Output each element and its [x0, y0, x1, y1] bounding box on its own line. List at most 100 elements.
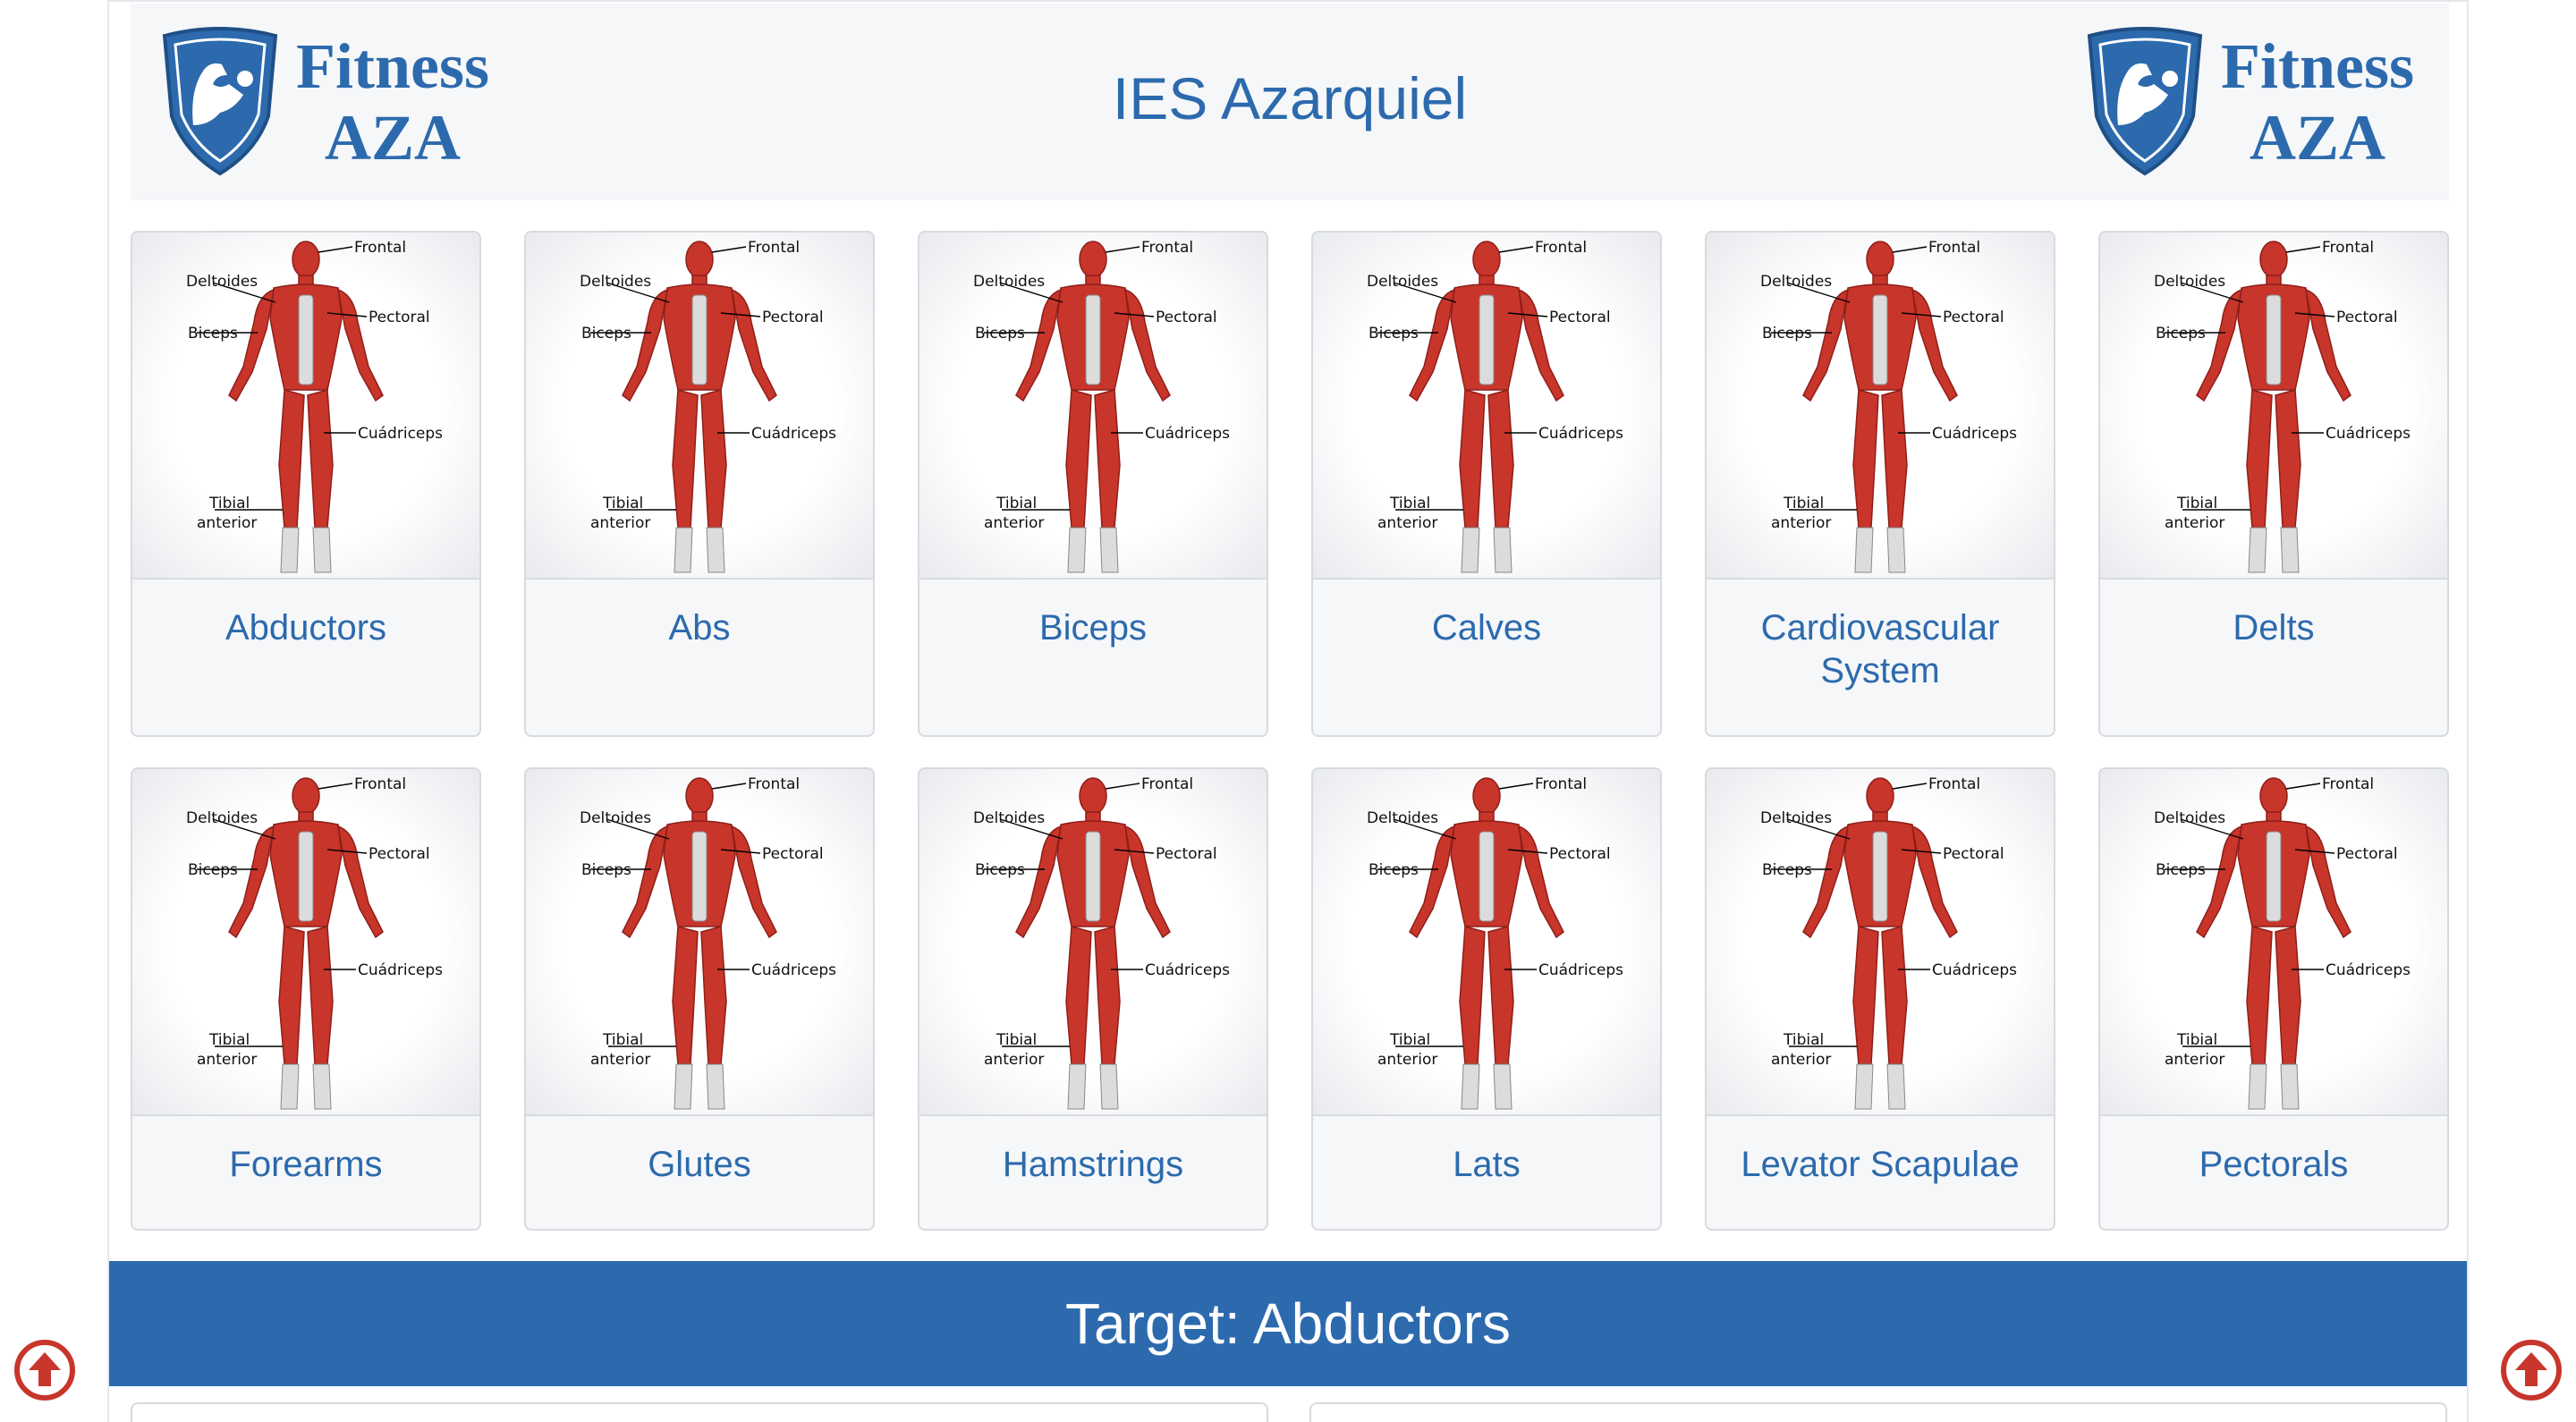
muscle-card[interactable]: Frontal Deltoides Pectoral Biceps Cuádriceps…: [1705, 231, 2055, 737]
svg-text:Deltoides: Deltoides: [2154, 809, 2225, 827]
muscle-diagram: Frontal Deltoides Pectoral Biceps Cuádriceps…: [526, 769, 873, 1116]
svg-text:Biceps: Biceps: [975, 325, 1025, 343]
svg-text:Biceps: Biceps: [975, 861, 1025, 879]
anatomy-figure-icon: Frontal Deltoides Pectoral Biceps Cuádriceps…: [973, 775, 1230, 1110]
muscle-card-label: Hamstrings: [1002, 1145, 1184, 1184]
svg-text:anterior: anterior: [984, 1051, 1044, 1069]
svg-text:Tibial: Tibial: [1783, 495, 1824, 512]
svg-text:anterior: anterior: [1771, 1051, 1831, 1069]
svg-text:anterior: anterior: [2165, 1051, 2224, 1069]
muscle-diagram: Frontal Deltoides Pectoral Biceps Cuádriceps…: [1707, 233, 2054, 580]
muscle-card[interactable]: Frontal Deltoides Pectoral Biceps Cuádriceps…: [918, 767, 1268, 1231]
site-header: Fitness AZA IES Azarquiel Fitness AZA: [131, 4, 2449, 200]
logo-text-aza: AZA: [324, 102, 461, 174]
muscle-card-label: Cardiovascular System: [1760, 608, 2000, 690]
svg-text:Tibial: Tibial: [996, 1031, 1037, 1049]
svg-text:Deltoides: Deltoides: [186, 273, 258, 291]
svg-text:anterior: anterior: [197, 514, 257, 532]
svg-text:Tibial: Tibial: [208, 1031, 250, 1049]
svg-text:Deltoides: Deltoides: [1367, 273, 1438, 291]
svg-text:Deltoides: Deltoides: [1367, 809, 1438, 827]
anatomy-figure-icon: Frontal Deltoides Pectoral Biceps Cuádriceps…: [186, 775, 443, 1110]
exercise-card[interactable]: [1309, 1402, 2447, 1422]
muscle-card[interactable]: Frontal Deltoides Pectoral Biceps Cuádriceps…: [131, 231, 481, 737]
logo-text-fitness: Fitness: [2221, 30, 2414, 102]
svg-text:Frontal: Frontal: [354, 239, 406, 257]
muscle-card[interactable]: Frontal Deltoides Pectoral Biceps Cuádriceps…: [2098, 231, 2449, 737]
svg-text:Cuádriceps: Cuádriceps: [2326, 961, 2411, 979]
svg-text:Frontal: Frontal: [1535, 239, 1587, 257]
muscle-card[interactable]: Frontal Deltoides Pectoral Biceps Cuádriceps…: [524, 767, 875, 1231]
svg-text:Frontal: Frontal: [1928, 775, 1980, 793]
muscle-diagram: Frontal Deltoides Pectoral Biceps Cuádriceps…: [1313, 233, 1660, 580]
svg-text:Biceps: Biceps: [1368, 861, 1419, 879]
anatomy-figure-icon: Frontal Deltoides Pectoral Biceps Cuádriceps…: [973, 239, 1230, 573]
muscle-card[interactable]: Frontal Deltoides Pectoral Biceps Cuádriceps…: [131, 767, 481, 1231]
muscle-diagram: Frontal Deltoides Pectoral Biceps Cuádriceps…: [1313, 769, 1660, 1116]
svg-text:Frontal: Frontal: [2322, 239, 2374, 257]
anatomy-figure-icon: Frontal Deltoides Pectoral Biceps Cuádriceps…: [186, 239, 443, 573]
svg-text:Tibial: Tibial: [2176, 495, 2217, 512]
svg-text:Tibial: Tibial: [208, 495, 250, 512]
anatomy-figure-icon: Frontal Deltoides Pectoral Biceps Cuádriceps…: [2154, 775, 2411, 1110]
muscle-card-label: Pectorals: [2199, 1145, 2349, 1184]
exercise-card[interactable]: [131, 1402, 1268, 1422]
muscle-card[interactable]: Frontal Deltoides Pectoral Biceps Cuádriceps…: [1705, 767, 2055, 1231]
svg-text:Deltoides: Deltoides: [1760, 273, 1832, 291]
svg-text:Deltoides: Deltoides: [580, 273, 651, 291]
svg-text:Biceps: Biceps: [581, 325, 631, 343]
svg-text:Cuádriceps: Cuádriceps: [2326, 425, 2411, 443]
muscle-diagram: Frontal Deltoides Pectoral Biceps Cuádriceps…: [2100, 769, 2447, 1116]
svg-text:Pectoral: Pectoral: [762, 309, 824, 326]
svg-text:Pectoral: Pectoral: [1943, 845, 2004, 863]
logo-text-aza: AZA: [2249, 102, 2385, 174]
svg-text:Biceps: Biceps: [2156, 325, 2206, 343]
muscle-card[interactable]: Frontal Deltoides Pectoral Biceps Cuádriceps…: [1311, 231, 1662, 737]
anatomy-figure-icon: Frontal Deltoides Pectoral Biceps Cuádriceps…: [1760, 239, 2017, 573]
svg-text:anterior: anterior: [197, 1051, 257, 1069]
svg-text:Pectoral: Pectoral: [1943, 309, 2004, 326]
anatomy-figure-icon: Frontal Deltoides Pectoral Biceps Cuádriceps…: [1367, 239, 1623, 573]
anatomy-figure-icon: Frontal Deltoides Pectoral Biceps Cuádriceps…: [1367, 775, 1623, 1110]
anatomy-figure-icon: Frontal Deltoides Pectoral Biceps Cuádriceps…: [2154, 239, 2411, 573]
arrow-up-circle-icon[interactable]: [2499, 1338, 2563, 1402]
muscle-diagram: Frontal Deltoides Pectoral Biceps Cuádriceps…: [1707, 769, 2054, 1116]
svg-text:Biceps: Biceps: [2156, 861, 2206, 879]
svg-text:anterior: anterior: [1377, 1051, 1437, 1069]
svg-text:Pectoral: Pectoral: [1156, 309, 1217, 326]
site-title: IES Azarquiel: [1112, 65, 1468, 131]
muscle-card[interactable]: Frontal Deltoides Pectoral Biceps Cuádriceps…: [524, 231, 875, 737]
muscle-card-label: Abductors: [225, 608, 387, 648]
svg-text:anterior: anterior: [590, 514, 650, 532]
muscle-card-label: Lats: [1453, 1145, 1521, 1184]
svg-text:anterior: anterior: [590, 1051, 650, 1069]
svg-text:Pectoral: Pectoral: [369, 309, 430, 326]
svg-text:Cuádriceps: Cuádriceps: [1932, 961, 2017, 979]
muscle-card[interactable]: Frontal Deltoides Pectoral Biceps Cuádriceps…: [2098, 767, 2449, 1231]
svg-text:Frontal: Frontal: [748, 775, 800, 793]
svg-text:Pectoral: Pectoral: [369, 845, 430, 863]
logo-right[interactable]: Fitness AZA: [2082, 27, 2422, 179]
svg-text:Frontal: Frontal: [748, 239, 800, 257]
muscle-diagram: Frontal Deltoides Pectoral Biceps Cuádriceps…: [132, 233, 479, 580]
svg-text:Deltoides: Deltoides: [186, 809, 258, 827]
svg-text:Biceps: Biceps: [188, 861, 238, 879]
arrow-up-circle-icon[interactable]: [13, 1338, 77, 1402]
page: Fitness AZA IES Azarquiel Fitness AZA Fr…: [107, 0, 2469, 1422]
svg-text:Frontal: Frontal: [354, 775, 406, 793]
muscle-card[interactable]: Frontal Deltoides Pectoral Biceps Cuádriceps…: [918, 231, 1268, 737]
svg-text:Cuádriceps: Cuádriceps: [1145, 425, 1230, 443]
svg-text:Cuádriceps: Cuádriceps: [358, 961, 443, 979]
svg-text:Frontal: Frontal: [1535, 775, 1587, 793]
svg-text:Biceps: Biceps: [1368, 325, 1419, 343]
svg-text:Frontal: Frontal: [2322, 775, 2374, 793]
svg-text:anterior: anterior: [984, 514, 1044, 532]
muscle-diagram: Frontal Deltoides Pectoral Biceps Cuádriceps…: [919, 769, 1267, 1116]
svg-text:Tibial: Tibial: [1783, 1031, 1824, 1049]
muscle-card[interactable]: Frontal Deltoides Pectoral Biceps Cuádriceps…: [1311, 767, 1662, 1231]
svg-text:Pectoral: Pectoral: [762, 845, 824, 863]
svg-text:Cuádriceps: Cuádriceps: [751, 425, 836, 443]
svg-text:Frontal: Frontal: [1928, 239, 1980, 257]
anatomy-figure-icon: Frontal Deltoides Pectoral Biceps Cuádriceps…: [1760, 775, 2017, 1110]
logo-left[interactable]: Fitness AZA: [157, 27, 497, 179]
